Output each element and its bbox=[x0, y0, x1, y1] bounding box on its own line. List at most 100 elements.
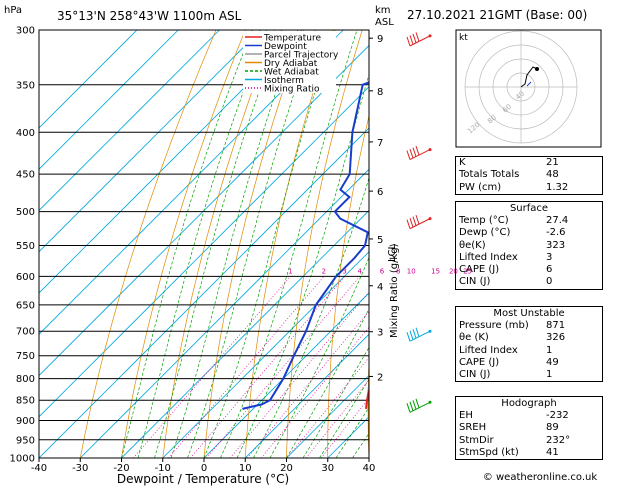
stat-row: θe (K) 326 bbox=[456, 332, 602, 344]
mixing-ratio-label: 15 bbox=[431, 267, 440, 275]
dry-adiabat-line bbox=[407, 30, 450, 458]
stat-row: StmDir 232° bbox=[456, 435, 602, 447]
stat-row: Lifted Index 1 bbox=[456, 345, 602, 357]
x-tick-label: 30 bbox=[321, 463, 334, 474]
dry-adiabat-line bbox=[79, 30, 217, 458]
stat-label: SREH bbox=[459, 422, 487, 434]
wet-adiabat-line bbox=[302, 346, 369, 458]
stat-label: CAPE (J) bbox=[459, 264, 500, 276]
stat-value: -2.6 bbox=[546, 227, 566, 239]
wind-barb-feather bbox=[406, 332, 411, 342]
wet-adiabat-line bbox=[154, 30, 282, 458]
wet-adiabat-line bbox=[170, 30, 299, 458]
stat-value: 41 bbox=[546, 446, 559, 458]
hodograph-storm-motion bbox=[526, 81, 532, 87]
stat-value: 1.32 bbox=[546, 181, 569, 193]
surface-panel: Surface Temp (°C) 27.4 Dewp (°C) -2.6 θe(K) 3… bbox=[455, 201, 603, 290]
wind-barb-feather bbox=[415, 398, 420, 408]
stat-row: Pressure (mb) 871 bbox=[456, 320, 602, 332]
isotherm-line bbox=[39, 30, 138, 129]
wind-barb-feather bbox=[409, 35, 414, 45]
mixing-ratio-line bbox=[247, 310, 369, 458]
pressure-tick-label: 1000 bbox=[10, 454, 35, 465]
hodograph-ring-label: 80 bbox=[486, 114, 498, 126]
legend-label: Dewpoint bbox=[264, 42, 307, 52]
pressure-tick-label: 650 bbox=[16, 300, 35, 311]
wind-barb-feather bbox=[412, 33, 417, 44]
hodograph-trace bbox=[520, 66, 538, 88]
stat-value: 21 bbox=[546, 157, 559, 168]
isotherm-line bbox=[39, 127, 369, 458]
stat-label: StmDir bbox=[459, 434, 494, 446]
x-tick-label: -30 bbox=[72, 463, 88, 474]
km-tick-label: 2 bbox=[377, 372, 383, 383]
most-unstable-title: Most Unstable bbox=[493, 308, 565, 319]
pressure-tick-label: 550 bbox=[16, 241, 35, 252]
x-axis-label: Dewpoint / Temperature (°C) bbox=[117, 472, 289, 486]
stat-label: StmSpd (kt) bbox=[459, 446, 519, 458]
isotherm-line bbox=[244, 333, 369, 458]
wind-barb-feather bbox=[412, 400, 417, 410]
wind-barb-feather bbox=[415, 327, 420, 337]
stat-value: 323 bbox=[546, 239, 566, 251]
km-tick-label: 8 bbox=[377, 87, 383, 98]
mixing-ratio-label: 1 bbox=[288, 267, 292, 275]
pressure-tick-label: 500 bbox=[16, 207, 35, 218]
stat-value: -232 bbox=[546, 410, 569, 421]
x-tick-label: 40 bbox=[363, 463, 376, 474]
wind-barbs bbox=[406, 32, 432, 413]
stat-label: EH bbox=[459, 410, 473, 421]
dewpoint-line bbox=[242, 81, 369, 410]
wind-barb-feather bbox=[412, 329, 417, 339]
x-tick-label: -10 bbox=[155, 463, 171, 474]
stat-value: 6 bbox=[546, 264, 553, 276]
wind-barb-feather bbox=[412, 147, 417, 157]
x-tick-label: 20 bbox=[280, 463, 293, 474]
x-tick-label: 0 bbox=[201, 463, 207, 474]
isotherm-line bbox=[39, 30, 303, 294]
lcl-label: LCL bbox=[387, 243, 398, 262]
stat-value: 326 bbox=[546, 332, 566, 344]
dry-adiabat-line bbox=[162, 30, 275, 458]
isotherm-line bbox=[39, 30, 179, 170]
stat-value: 0 bbox=[546, 276, 553, 288]
mixing-ratio-label: 2 bbox=[322, 267, 326, 275]
stat-label: Lifted Index bbox=[459, 251, 518, 263]
mixing-ratio-line bbox=[286, 356, 369, 458]
km-axis-label: km ASL bbox=[375, 5, 394, 28]
hodograph-stats-panel: Hodograph EH -232 SREH 89 StmDir 232° StmSpd (… bbox=[455, 396, 603, 461]
location-title: 35°13'N 258°43'W 1100m ASL bbox=[57, 9, 242, 23]
isotherm-line bbox=[39, 30, 344, 335]
km-tick-label: 7 bbox=[377, 138, 383, 149]
wind-barb-feather bbox=[406, 219, 411, 229]
pressure-tick-label: 600 bbox=[16, 272, 35, 283]
legend-label: Parcel Trajectory bbox=[264, 51, 339, 61]
stat-row: CIN (J) 0 bbox=[456, 276, 602, 288]
wind-barb-station bbox=[428, 400, 432, 404]
pressure-tick-label: 400 bbox=[16, 128, 35, 139]
legend-label: Dry Adiabat bbox=[264, 59, 318, 69]
stat-row: EH -232 bbox=[456, 410, 602, 422]
stat-row: StmSpd (kt) 41 bbox=[456, 447, 602, 459]
wind-barb-station bbox=[428, 148, 432, 152]
hodograph-ring-label: 60 bbox=[501, 103, 513, 115]
pressure-tick-label: 450 bbox=[16, 170, 35, 181]
wind-barb-feather bbox=[406, 150, 411, 160]
stat-label: CIN (J) bbox=[459, 276, 491, 288]
hodograph-unit-label: kt bbox=[459, 33, 468, 43]
stat-row: Lifted Index 3 bbox=[456, 252, 602, 264]
wind-barb-feather bbox=[415, 32, 420, 42]
pressure-tick-label: 350 bbox=[16, 80, 35, 91]
isotherm-line bbox=[286, 374, 369, 458]
km-tick-label: 3 bbox=[377, 328, 383, 339]
km-tick-label: 6 bbox=[377, 187, 383, 198]
stat-row: CAPE (J) 49 bbox=[456, 357, 602, 369]
km-tick-label: 5 bbox=[377, 235, 383, 246]
stat-label: K bbox=[459, 157, 466, 168]
pressure-tick-label: 850 bbox=[16, 396, 35, 407]
axes: 3003504004505005506006507007508008509009… bbox=[10, 26, 384, 475]
x-tick-label: 10 bbox=[239, 463, 252, 474]
mixing-ratio-label: 25 bbox=[463, 267, 472, 275]
